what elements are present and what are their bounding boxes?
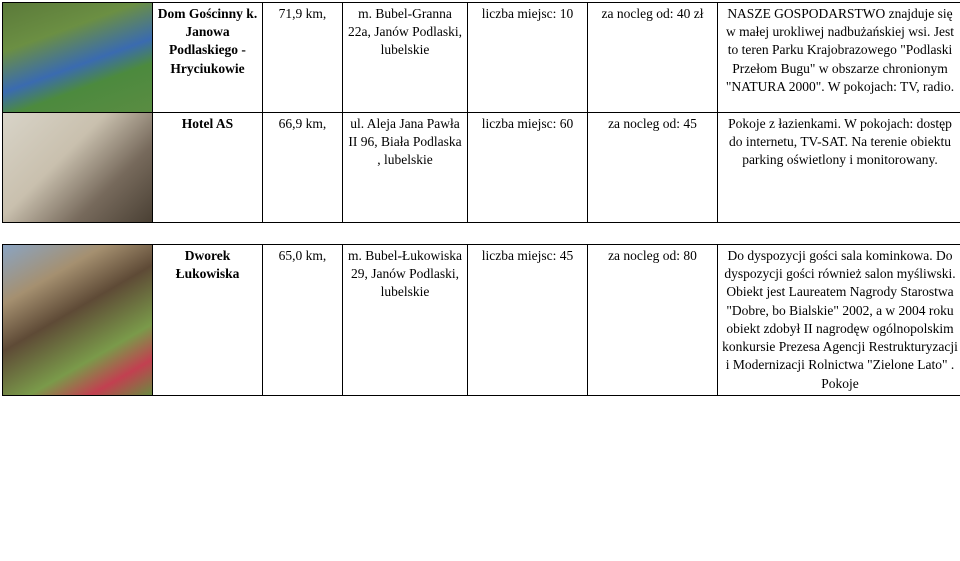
description-cell: Do dyspozycji gości sala kominkowa. Do d… xyxy=(718,245,960,396)
name-cell: Dworek Łukowiska xyxy=(153,245,263,396)
name-cell: Hotel AS xyxy=(153,113,263,223)
capacity-cell: liczba miejsc: 45 xyxy=(468,245,588,396)
photo-placeholder xyxy=(3,113,152,222)
photo-cell xyxy=(3,3,153,113)
address-cell: ul. Aleja Jana Pawła II 96, Biała Podlas… xyxy=(343,113,468,223)
address-cell: m. Bubel-Łukowiska 29, Janów Podlaski, l… xyxy=(343,245,468,396)
distance-cell: 65,0 km, xyxy=(263,245,343,396)
accommodation-table: Dom Gościnny k. Janowa Podlaskiego - Hry… xyxy=(2,2,960,396)
table-row: Dom Gościnny k. Janowa Podlaskiego - Hry… xyxy=(3,3,960,113)
description-cell: NASZE GOSPODARSTWO znajduje się w małej … xyxy=(718,3,960,113)
price-cell: za nocleg od: 40 zł xyxy=(588,3,718,113)
name-cell: Dom Gościnny k. Janowa Podlaskiego - Hry… xyxy=(153,3,263,113)
price-cell: za nocleg od: 45 xyxy=(588,113,718,223)
table-row: Hotel AS66,9 km,ul. Aleja Jana Pawła II … xyxy=(3,113,960,223)
description-cell: Pokoje z łazienkami. W pokojach: dostęp … xyxy=(718,113,960,223)
distance-cell: 71,9 km, xyxy=(263,3,343,113)
distance-cell: 66,9 km, xyxy=(263,113,343,223)
photo-cell xyxy=(3,113,153,223)
capacity-cell: liczba miejsc: 10 xyxy=(468,3,588,113)
photo-placeholder xyxy=(3,3,152,112)
price-cell: za nocleg od: 80 xyxy=(588,245,718,396)
photo-placeholder xyxy=(3,245,152,395)
photo-cell xyxy=(3,245,153,396)
table-row: Dworek Łukowiska65,0 km,m. Bubel-Łukowis… xyxy=(3,245,960,396)
address-cell: m. Bubel-Granna 22a, Janów Podlaski, lub… xyxy=(343,3,468,113)
capacity-cell: liczba miejsc: 60 xyxy=(468,113,588,223)
